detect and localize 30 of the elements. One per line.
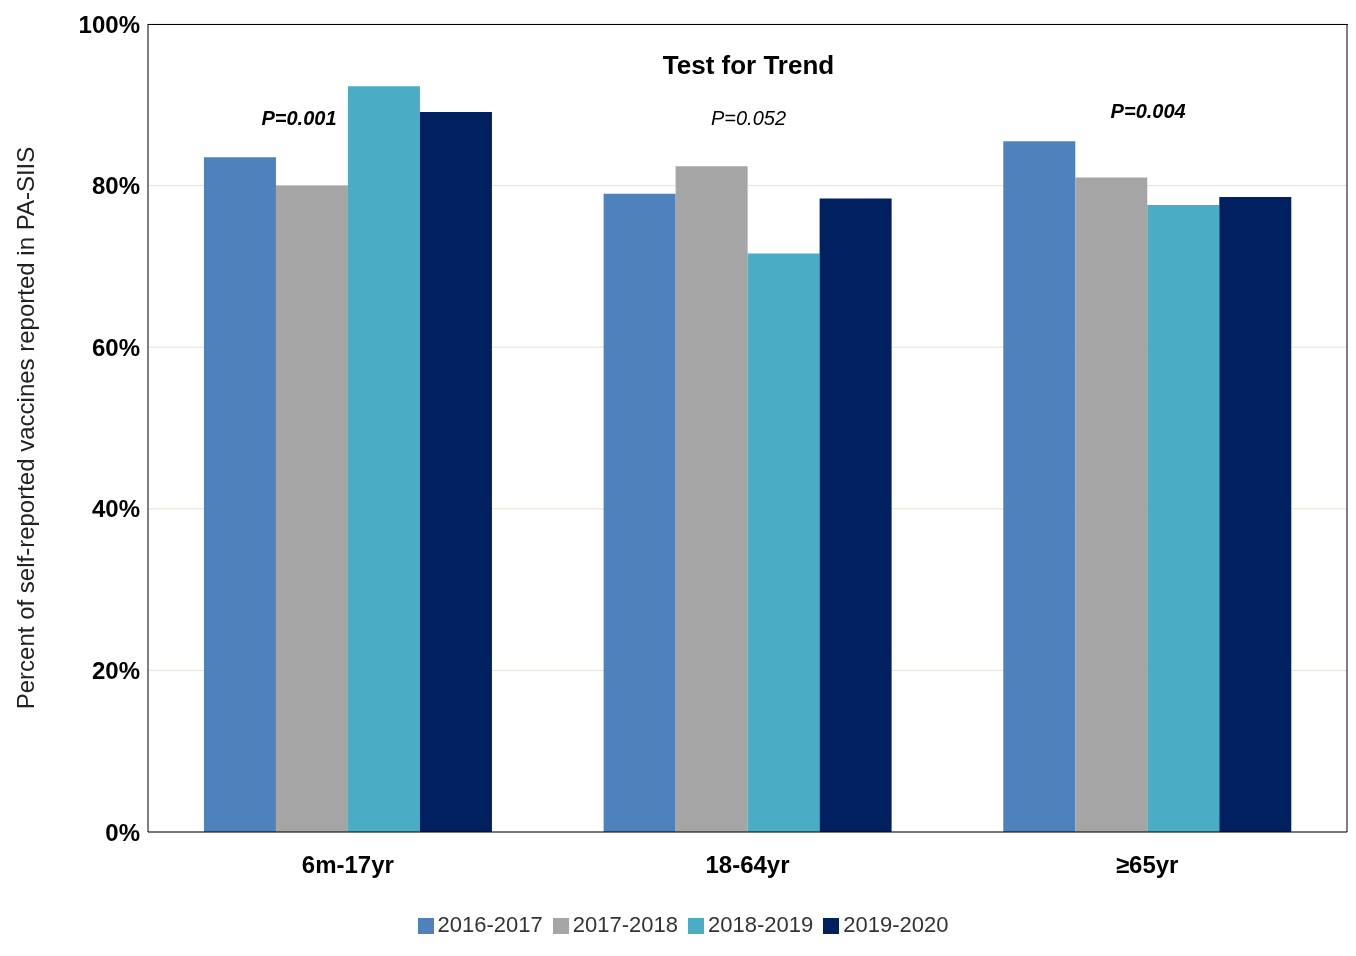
bar: [1003, 141, 1076, 832]
legend-label: 2016-2017: [437, 912, 543, 937]
y-axis-title: Percent of self-reported vaccines reported in PA-SIIS: [11, 146, 39, 710]
bar: [1219, 196, 1292, 832]
bar: [275, 185, 348, 832]
legend-label: 2019-2020: [843, 912, 949, 937]
bar: [747, 253, 820, 832]
annotation: P=0.001: [260, 107, 338, 130]
bar: [603, 193, 676, 832]
y-tick-label: 40%: [91, 495, 140, 523]
x-tick-label: 18-64yr: [705, 851, 790, 879]
x-tick-label: ≥65yr: [1115, 851, 1179, 879]
annotation: P=0.004: [1109, 100, 1187, 123]
bar: [347, 86, 420, 832]
bar: [203, 157, 276, 832]
bar: [1075, 177, 1148, 832]
bar: [819, 198, 892, 832]
y-tick-label: 60%: [91, 333, 140, 361]
y-tick-label: 100%: [78, 10, 140, 38]
bar: [419, 112, 492, 832]
y-tick-label: 20%: [91, 656, 140, 684]
x-tick-label: 6m-17yr: [301, 851, 394, 879]
bar: [1147, 204, 1220, 832]
bar: [675, 166, 748, 832]
annotation: Test for Trend: [661, 50, 836, 81]
y-tick-label: 0%: [105, 818, 140, 846]
annotation: P=0.052: [709, 107, 788, 130]
y-tick-label: 80%: [91, 172, 140, 200]
legend-label: 2018-2019: [708, 912, 814, 937]
legend-label: 2017-2018: [572, 912, 678, 937]
